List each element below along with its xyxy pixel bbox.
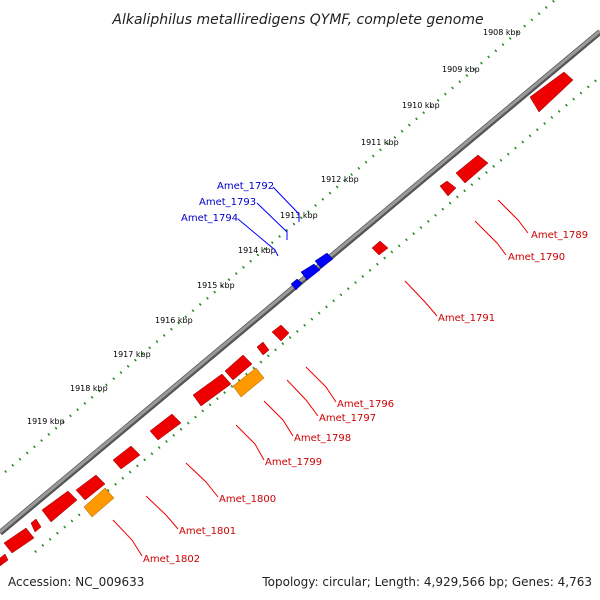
outer-tick-ring [4, 0, 556, 473]
reverse-genes [0, 71, 574, 567]
forward-label-connectors [237, 186, 300, 257]
gene-label[interactable]: Amet_1793 [199, 197, 256, 208]
map-title: Alkaliphilus metalliredigens QYMF, compl… [111, 12, 483, 28]
gene-label[interactable]: Amet_1801 [179, 526, 236, 537]
gene-arrow-amet-1802b[interactable] [30, 518, 42, 533]
gene-arrow-amet-1801b[interactable] [75, 474, 106, 501]
kbp-tick-label: 1918 kbp [70, 384, 108, 393]
kbp-tick-label: 1909 kbp [442, 65, 480, 74]
gene-label[interactable]: Amet_1799 [265, 457, 322, 468]
kbp-tick-label: 1912 kbp [321, 175, 359, 184]
kbp-tick-label: 1916 kbp [155, 316, 193, 325]
gene-arrow-amet-1799[interactable] [192, 373, 232, 407]
gene-label[interactable]: Amet_1790 [508, 252, 565, 263]
reverse-gene-labels: Amet_1789 Amet_1790 Amet_1791 Amet_1796 … [143, 230, 588, 565]
gene-label[interactable]: Amet_1789 [531, 230, 588, 241]
gene-label[interactable]: Amet_1802 [143, 554, 200, 565]
gene-arrow-amet-1798[interactable] [224, 354, 253, 381]
gene-label[interactable]: Amet_1794 [181, 213, 238, 224]
gene-arrow-amet-1800[interactable] [149, 413, 182, 441]
kbp-tick-label: 1910 kbp [402, 101, 440, 110]
gene-arrow-amet-1801[interactable] [112, 445, 141, 470]
topology-text: Topology: circular; Length: 4,929,566 bp… [261, 575, 592, 589]
gene-arrow-amet-1791[interactable] [371, 240, 389, 256]
gene-arrow-amet-1790[interactable] [455, 154, 489, 184]
gene-label[interactable]: Amet_1796 [337, 399, 394, 410]
gene-arrow-amet-1796[interactable] [271, 324, 290, 342]
gene-arrow-amet-1792[interactable] [314, 252, 334, 269]
gene-arrow-amet-1802[interactable] [41, 490, 78, 523]
rna-gene-2[interactable] [83, 487, 115, 518]
inner-tick-ring [34, 76, 600, 553]
kbp-tick-label: 1911 kbp [361, 138, 399, 147]
kbp-tick-label: 1917 kbp [113, 350, 151, 359]
reverse-label-connectors [112, 199, 529, 557]
gene-arrow-amet-1789[interactable] [529, 71, 574, 113]
gene-label[interactable]: Amet_1798 [294, 433, 351, 444]
gene-arrow-amet-1794[interactable] [290, 278, 303, 291]
gene-arrow-amet-1793[interactable] [300, 263, 321, 281]
kbp-tick-label: 1914 kbp [238, 246, 276, 255]
gene-arrow-amet-1803[interactable] [3, 527, 35, 554]
gene-label[interactable]: Amet_1800 [219, 494, 276, 505]
kbp-tick-label: 1915 kbp [197, 281, 235, 290]
gene-arrow-amet-1804[interactable] [0, 553, 9, 567]
kbp-tick-labels: 1908 kbp 1909 kbp 1910 kbp 1911 kbp 1912… [27, 28, 521, 426]
gene-label[interactable]: Amet_1792 [217, 181, 274, 192]
gene-arrow-amet-1790b[interactable] [439, 180, 457, 197]
gene-arrow-amet-1797[interactable] [256, 341, 270, 356]
gene-label[interactable]: Amet_1797 [319, 413, 376, 424]
kbp-tick-label: 1919 kbp [27, 417, 65, 426]
forward-genes [290, 252, 334, 291]
gene-label[interactable]: Amet_1791 [438, 313, 495, 324]
rna-genes [83, 367, 265, 518]
kbp-tick-label: 1908 kbp [483, 28, 521, 37]
accession-text: Accession: NC_009633 [8, 575, 144, 589]
forward-gene-labels: Amet_1792 Amet_1793 Amet_1794 [181, 181, 274, 224]
rna-gene-1[interactable] [232, 367, 265, 398]
